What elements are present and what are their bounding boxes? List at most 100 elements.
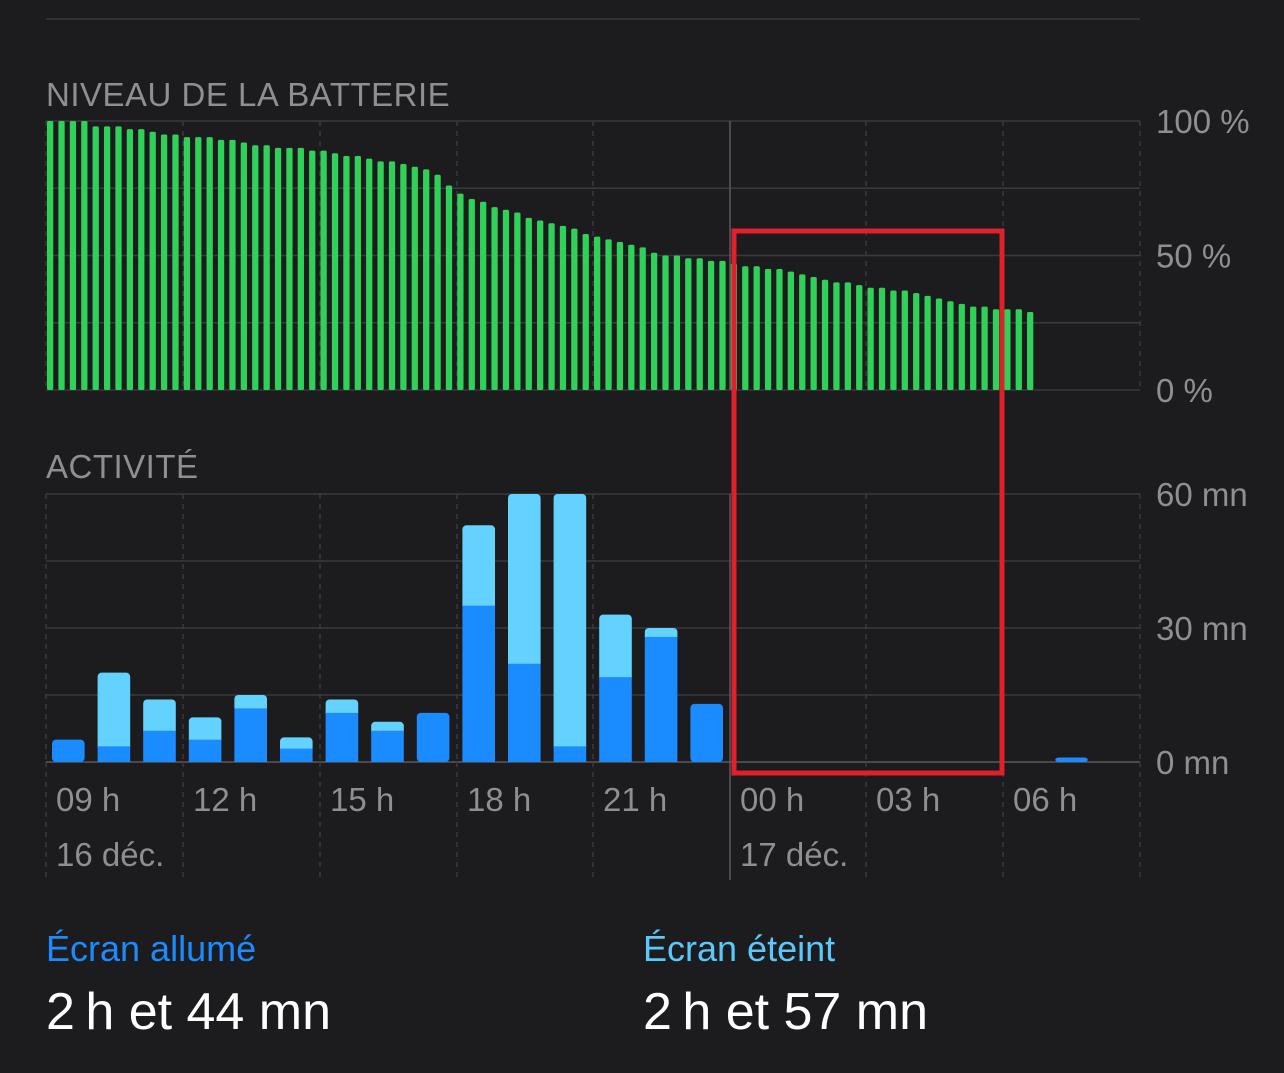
battery-bar — [103, 126, 111, 390]
battery-bar — [47, 121, 54, 390]
battery-bar — [696, 258, 703, 390]
x-tick-label: 00 h — [740, 781, 804, 818]
screen-on-bar — [188, 739, 222, 762]
battery-bar — [924, 295, 931, 390]
screen-off-duration: 2 h et 57 mn — [643, 983, 929, 1041]
screen-on-bar — [1055, 757, 1088, 762]
battery-bar — [115, 126, 122, 390]
battery-bar — [423, 169, 430, 390]
screen-on-bar — [325, 712, 359, 762]
battery-bar — [195, 137, 202, 390]
screen-on-bar — [644, 636, 678, 762]
battery-y-tick-label: 0 % — [1156, 372, 1213, 409]
battery-bar — [206, 137, 213, 390]
screen-off-bar — [234, 695, 267, 713]
battery-bar — [719, 260, 726, 390]
battery-bar — [1015, 309, 1022, 390]
battery-bar — [628, 244, 635, 390]
battery-bar — [662, 255, 669, 390]
battery-bar — [58, 121, 65, 390]
battery-bar — [377, 161, 384, 390]
battery-bar — [309, 150, 316, 390]
screen-off-summary[interactable]: Écran éteint 2 h et 57 mn — [643, 928, 928, 1042]
battery-level-title: NIVEAU DE LA BATTERIE — [46, 76, 451, 113]
screen-off-label: Écran éteint — [643, 928, 836, 969]
battery-bar — [764, 268, 772, 390]
battery-bar — [594, 236, 601, 390]
date-label-dec16: 16 déc. — [56, 836, 164, 873]
battery-bar — [400, 164, 407, 390]
battery-bar — [388, 161, 396, 390]
battery-bar — [639, 247, 646, 390]
screen-on-bar — [97, 746, 131, 762]
battery-bar — [571, 228, 578, 390]
battery-bar — [263, 145, 270, 390]
battery-bar — [502, 209, 510, 390]
activity-title: ACTIVITÉ — [46, 448, 199, 485]
battery-bar — [172, 134, 179, 390]
battery-bar — [810, 277, 817, 390]
screen-on-bar — [371, 730, 404, 762]
date-label-dec17: 17 déc. — [740, 836, 848, 873]
battery-bar — [331, 153, 339, 390]
battery-bar — [901, 290, 908, 390]
screen-on-bar — [143, 730, 176, 762]
screen-off-bar — [462, 525, 495, 610]
screen-on-bar — [52, 739, 85, 762]
battery-bar — [537, 220, 544, 390]
x-tick-label: 15 h — [330, 781, 394, 818]
battery-bar — [468, 199, 475, 390]
battery-bar — [480, 201, 487, 390]
battery-y-tick-label: 50 % — [1156, 238, 1231, 275]
battery-bar — [890, 290, 897, 390]
screen-on-bar — [599, 677, 632, 762]
battery-bar — [605, 239, 612, 390]
battery-bar — [913, 293, 920, 390]
battery-bar — [320, 150, 327, 390]
battery-bar — [286, 147, 293, 390]
battery-bar — [69, 121, 77, 390]
screen-on-bar — [462, 605, 495, 762]
battery-bar — [559, 225, 567, 390]
battery-bar — [742, 266, 749, 390]
screen-on-summary[interactable]: Écran allumé 2 h et 44 mn — [46, 928, 331, 1042]
battery-bar — [445, 185, 453, 390]
battery-bar — [514, 212, 521, 390]
battery-bar — [935, 298, 943, 390]
battery-bar — [867, 287, 874, 390]
battery-bar — [411, 166, 418, 390]
screen-off-bar — [143, 699, 176, 735]
battery-bar — [787, 271, 794, 390]
x-tick-label: 12 h — [193, 781, 257, 818]
battery-bar — [548, 223, 555, 390]
battery-bar — [947, 301, 954, 390]
battery-bar — [491, 207, 498, 390]
battery-bar — [707, 260, 715, 390]
battery-bar — [366, 158, 373, 390]
battery-bar — [776, 268, 783, 390]
battery-activity-chart[interactable]: 100 % 50 % 0 % 60 mn 30 mn 0 mn 09 h 12 h 15 h 18… — [0, 0, 1284, 900]
battery-bar — [981, 306, 988, 390]
battery-bar — [582, 233, 589, 390]
battery-bar — [229, 139, 236, 390]
activity-y-tick-label: 0 mn — [1156, 744, 1229, 781]
screen-off-bar — [325, 699, 359, 717]
battery-bar — [673, 255, 681, 390]
screen-off-bar — [508, 494, 541, 668]
battery-bar — [457, 193, 464, 390]
screen-on-label: Écran allumé — [46, 928, 257, 969]
activity-y-tick-label: 60 mn — [1156, 476, 1248, 513]
battery-bar — [126, 129, 134, 390]
screen-on-bar — [416, 712, 450, 762]
battery-bar — [685, 258, 692, 390]
battery-bar — [1027, 311, 1034, 390]
screen-on-duration: 2 h et 44 mn — [46, 983, 332, 1041]
battery-bar — [297, 147, 304, 390]
battery-bar — [149, 131, 156, 390]
overnight-highlight-box — [731, 228, 1005, 776]
battery-bar — [525, 217, 532, 390]
screen-off-bar — [599, 614, 632, 682]
battery-bar — [616, 242, 624, 390]
battery-bar — [183, 137, 191, 390]
